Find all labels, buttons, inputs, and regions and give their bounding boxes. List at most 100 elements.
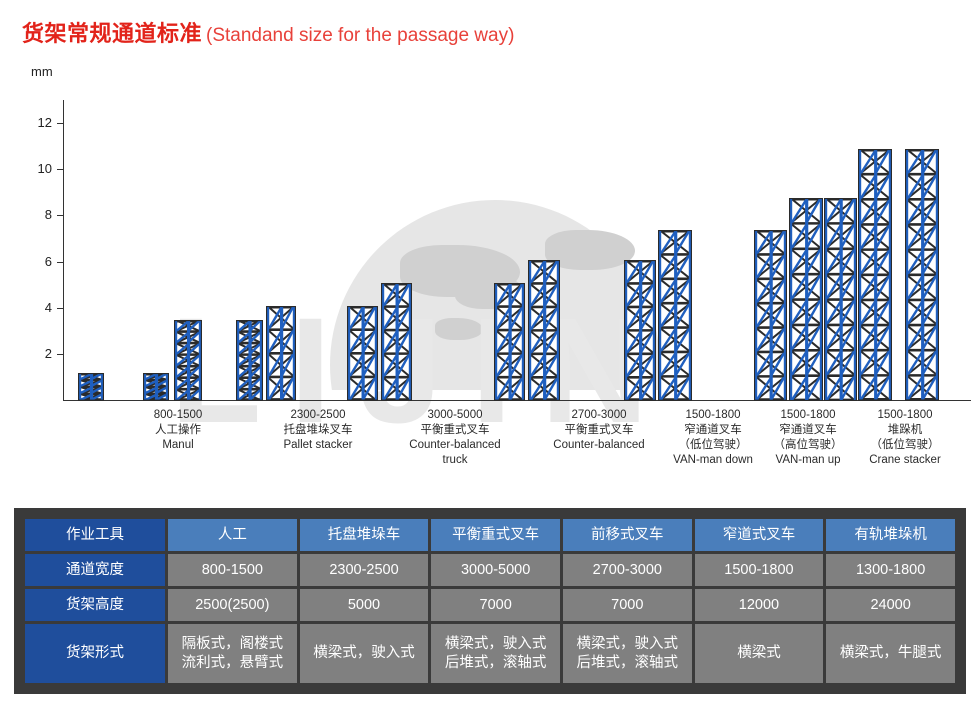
rack-bar <box>143 373 169 401</box>
table-cell: 横梁式，驶入式 <box>299 624 429 683</box>
table-corner-header: 作业工具 <box>25 519 165 552</box>
table-column-header: 人工 <box>168 519 297 552</box>
group-label-line: 1500-1800 <box>780 409 836 421</box>
table-cell-line: 3000-5000 <box>460 561 531 578</box>
y-axis-tick <box>57 169 64 171</box>
group-label-line: Crane stacker <box>869 454 941 466</box>
table-column-header: 平衡重式叉车 <box>431 519 560 552</box>
y-axis-unit-label: mm <box>31 64 53 79</box>
table-cell: 7000 <box>431 589 560 622</box>
group-label-line: 3000-5000 <box>427 409 483 421</box>
table-cell: 横梁式，驶入式 后堆式，滚轴式 <box>431 624 560 683</box>
y-axis-tick-label: 4 <box>44 299 52 315</box>
table-cell-line: 后堆式，滚轴式 <box>444 654 547 671</box>
x-axis-group-label: 1500-1800 窄通道叉车 （低位驾驶） VAN-man down <box>633 408 793 468</box>
y-axis-tick <box>57 353 64 355</box>
group-label-line: 2700-3000 <box>571 409 627 421</box>
x-axis-group-label: 2300-2500 托盘堆垛叉车 Pallet stacker <box>238 408 398 453</box>
table-row: 货架形式 隔板式，阁楼式 流利式，悬臂式 横梁式，驶入式 横梁式，驶入式 后堆式，滚轴式横… <box>25 624 955 683</box>
table-cell: 1500-1800 <box>694 554 824 587</box>
rack-bar <box>78 373 104 401</box>
rack-bar <box>174 320 202 401</box>
spec-table: 作业工具 人工 托盘堆垛车 平衡重式叉车 前移式叉车 窄道式叉车 有轨堆垛机 通道宽度 800-… <box>22 516 958 686</box>
y-axis-tick <box>57 261 64 263</box>
table-row-header: 货架高度 <box>25 589 165 622</box>
table-cell-line: 7000 <box>611 596 644 613</box>
x-axis-group-label: 1500-1800 堆跺机 （低位驾驶） Crane stacker <box>825 408 980 468</box>
group-label-line: truck <box>442 454 468 466</box>
table-cell: 横梁式，牛腿式 <box>826 624 955 683</box>
table-cell-line: 5000 <box>347 596 381 613</box>
rack-bar <box>528 260 560 401</box>
table-cell: 1300-1800 <box>826 554 955 587</box>
group-label-line: Counter-balanced <box>409 439 501 451</box>
table-cell-line: 1500-1800 <box>724 561 794 578</box>
rack-bar <box>658 230 692 401</box>
table-cell-line: 2500(2500) <box>195 596 270 613</box>
y-axis-tick <box>57 307 64 309</box>
table-header-row: 作业工具 人工 托盘堆垛车 平衡重式叉车 前移式叉车 窄道式叉车 有轨堆垛机 <box>25 519 955 552</box>
page-title-english: (Standand size for the passage way) <box>206 25 515 46</box>
group-label-line: 1500-1800 <box>877 409 933 421</box>
group-label-line: VAN-man down <box>673 454 753 466</box>
group-label-line: 800-1500 <box>153 409 203 421</box>
table-cell: 隔板式，阁楼式 流利式，悬臂式 <box>168 624 297 683</box>
table-cell-line: 2700-3000 <box>592 561 662 578</box>
x-axis-group-labels: 800-1500 人工操作 Manul 2300-2500 托盘堆垛叉车 Pallet s… <box>0 408 980 500</box>
table-cell-line: 横梁式，牛腿式 <box>839 645 942 662</box>
x-axis-group-label: 3000-5000 平衡重式叉车 Counter-balanced truck <box>375 408 535 468</box>
table-cell: 12000 <box>694 589 824 622</box>
group-label-line: （高位驾驶） <box>773 439 843 451</box>
y-axis-tick <box>57 123 64 125</box>
table-cell: 24000 <box>826 589 955 622</box>
y-axis-tick <box>57 215 64 217</box>
table-cell: 2300-2500 <box>299 554 429 587</box>
table-cell-line: 隔板式，阁楼式 <box>181 635 284 652</box>
group-label-line: 平衡重式叉车 <box>564 424 634 436</box>
rack-bar <box>494 283 525 401</box>
table-cell-line: 800-1500 <box>201 561 263 578</box>
table-row-header: 通道宽度 <box>25 554 165 587</box>
table-cell-line: 24000 <box>870 596 911 613</box>
group-label-line: 1500-1800 <box>685 409 741 421</box>
page-title: 货架常规通道标准 (Standand size for the passage w… <box>22 16 514 48</box>
y-axis-tick-label: 12 <box>37 115 52 131</box>
table-cell-line: 7000 <box>479 596 512 613</box>
table-cell: 5000 <box>299 589 429 622</box>
group-label-line: 人工操作 <box>155 424 201 436</box>
rack-bar <box>858 149 892 401</box>
table-column-header: 窄道式叉车 <box>694 519 824 552</box>
rack-bar <box>347 306 378 401</box>
group-label-line: Manul <box>162 439 194 451</box>
table-cell-line: 横梁式，驶入式 <box>313 645 415 662</box>
plot-region: mm 2 4 6 8 10 12 800-1500 人工操作 Manul 2300-2500 托盘… <box>0 60 980 500</box>
table-row: 通道宽度 800-1500 2300-2500 3000-5000 2700-3000 1… <box>25 554 955 587</box>
table-column-header: 有轨堆垛机 <box>826 519 955 552</box>
table-column-header: 前移式叉车 <box>562 519 692 552</box>
table-cell: 7000 <box>562 589 692 622</box>
table-row-header: 货架形式 <box>25 624 165 683</box>
group-label-line: VAN-man up <box>775 454 841 466</box>
table-cell-line: 12000 <box>738 596 780 613</box>
y-axis-tick-label: 10 <box>37 161 52 177</box>
table-cell: 3000-5000 <box>431 554 560 587</box>
group-label-line: 平衡重式叉车 <box>420 424 490 436</box>
rack-bar <box>905 149 939 401</box>
page-title-chinese: 货架常规通道标准 <box>22 21 203 46</box>
table-cell: 2700-3000 <box>562 554 692 587</box>
group-label-line: （低位驾驶） <box>678 439 748 451</box>
y-axis-tick-label: 8 <box>44 207 52 223</box>
spec-table-frame: 作业工具 人工 托盘堆垛车 平衡重式叉车 前移式叉车 窄道式叉车 有轨堆垛机 通道宽度 800-… <box>14 508 966 694</box>
table-cell: 2500(2500) <box>168 589 297 622</box>
table-column-header: 托盘堆垛车 <box>299 519 429 552</box>
table-cell: 横梁式，驶入式 后堆式，滚轴式 <box>562 624 692 683</box>
group-label-line: 托盘堆垛叉车 <box>283 424 353 436</box>
y-axis-tick-label: 2 <box>44 345 52 361</box>
table-cell-line: 横梁式，驶入式 <box>444 635 547 652</box>
table-row: 货架高度 2500(2500) 5000 7000 7000 12000 24000 <box>25 589 955 622</box>
y-axis <box>63 100 64 401</box>
group-label-line: 2300-2500 <box>290 409 346 421</box>
rack-bar <box>824 197 857 401</box>
table-cell-line: 横梁式 <box>737 645 781 662</box>
table-cell-line: 流利式，悬臂式 <box>181 654 284 671</box>
